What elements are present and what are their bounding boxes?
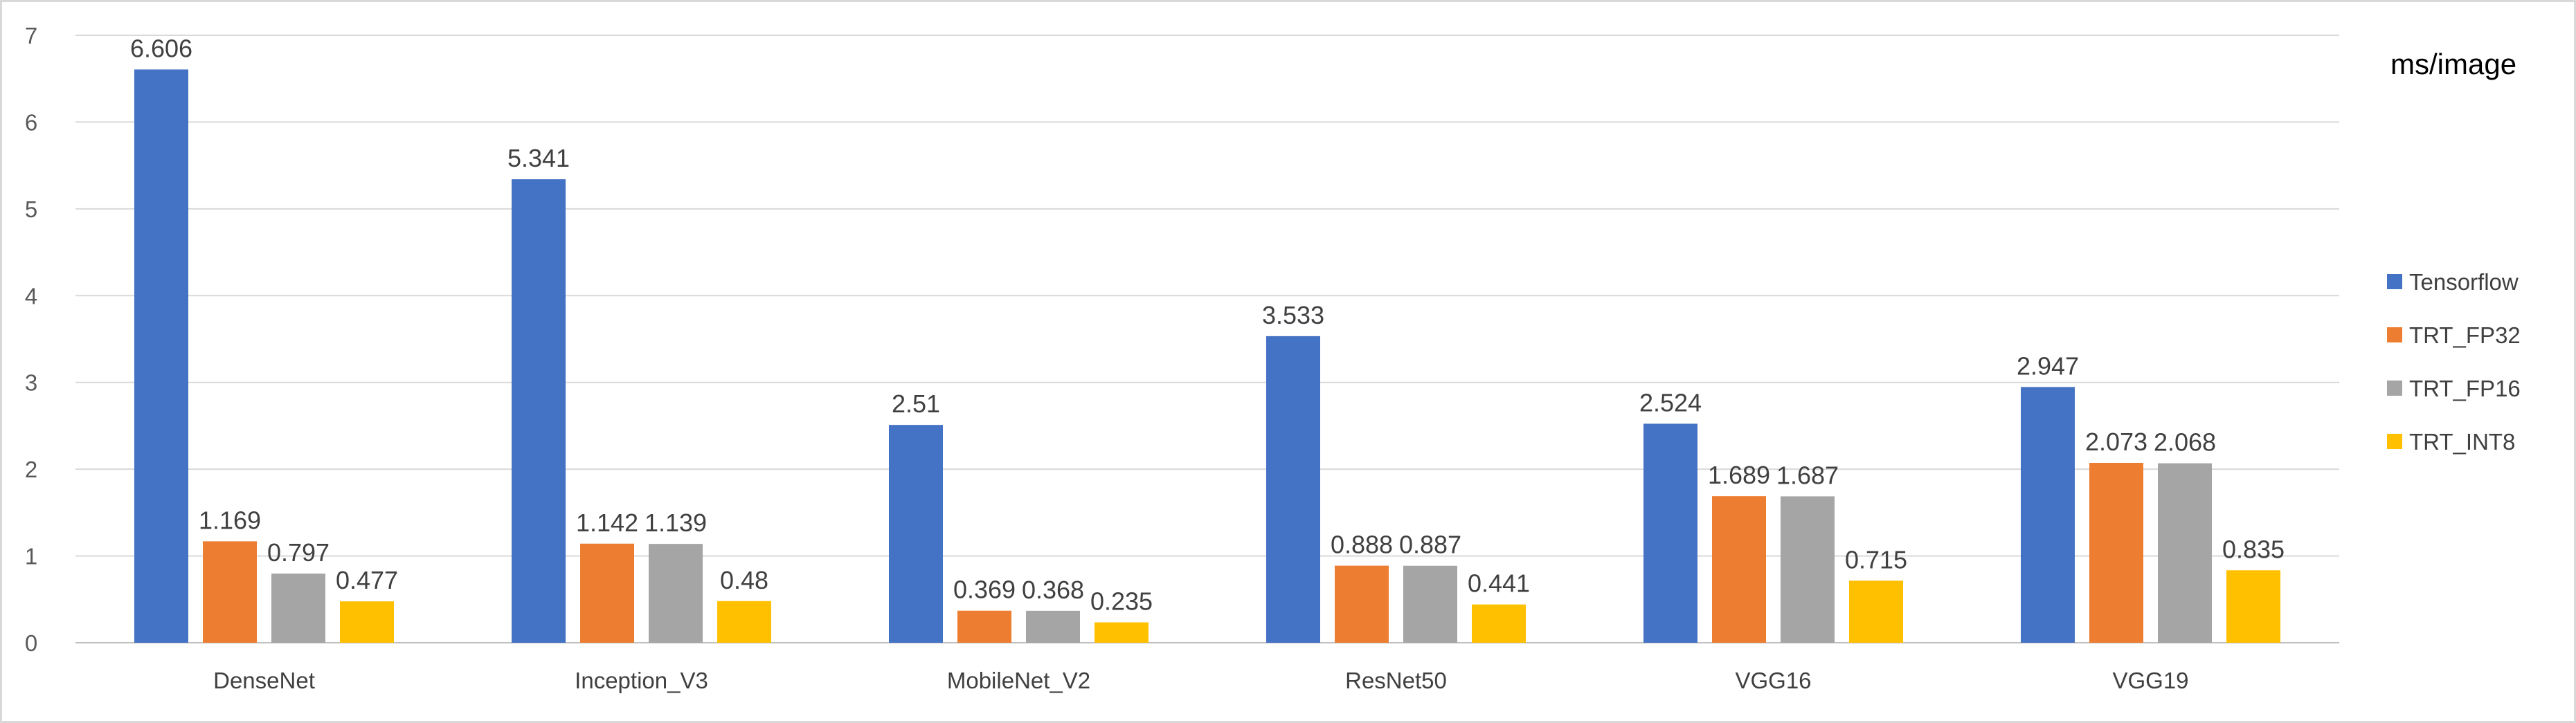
bar-TRT_FP16-VGG19: [2158, 463, 2212, 643]
category-label: Inception_V3: [575, 668, 708, 693]
y-tick-label: 2: [25, 457, 37, 482]
bar-TRT_FP32-Inception_V3: [580, 543, 634, 643]
data-label: 1.689: [1708, 461, 1770, 489]
bar-TRT_FP32-VGG19: [2089, 462, 2143, 643]
data-label: 0.369: [953, 576, 1016, 604]
data-label: 0.715: [1845, 545, 1907, 574]
y-tick-label: 7: [25, 23, 37, 48]
legend: Tensorflow TRT_FP32 TRT_FP16 TRT_INT8: [2387, 269, 2521, 455]
data-label: 0.835: [2222, 535, 2285, 563]
y-tick-label: 6: [25, 109, 37, 135]
y-tick-label: 4: [25, 283, 37, 309]
data-label: 6.606: [130, 34, 192, 62]
category-label: VGG16: [1735, 668, 1811, 693]
category-label: MobileNet_V2: [947, 668, 1090, 693]
data-label: 1.169: [199, 506, 261, 534]
bars: [134, 69, 2280, 643]
bar-TRT_FP32-VGG16: [1712, 496, 1766, 643]
data-label: 0.368: [1022, 576, 1084, 604]
data-label: 0.235: [1090, 587, 1153, 616]
bar-TRT_INT8-VGG16: [1849, 580, 1903, 643]
data-label: 2.068: [2154, 428, 2216, 457]
data-label: 0.477: [336, 566, 398, 594]
data-label: 2.524: [1639, 388, 1702, 417]
y-axis-ticks: 0 1 2 3 4 5 6 7: [25, 23, 37, 656]
y-tick-label: 5: [25, 196, 37, 222]
bar-Tensorflow-ResNet50: [1266, 336, 1320, 643]
y-tick-label: 3: [25, 370, 37, 396]
bar-TRT_INT8-Inception_V3: [717, 601, 771, 643]
data-label: 0.441: [1468, 569, 1530, 598]
bar-TRT_INT8-MobileNet_V2: [1095, 622, 1149, 643]
data-label: 5.341: [507, 144, 570, 172]
data-label: 1.687: [1776, 461, 1839, 489]
legend-swatch: [2387, 434, 2402, 449]
category-label: ResNet50: [1345, 668, 1447, 693]
category-label: DenseNet: [213, 668, 315, 693]
data-label: 2.947: [2017, 351, 2079, 380]
legend-label: TRT_INT8: [2409, 429, 2515, 455]
data-label: 0.797: [267, 538, 330, 567]
bar-Tensorflow-MobileNet_V2: [889, 425, 943, 643]
bar-Tensorflow-Inception_V3: [512, 179, 566, 643]
bar-TRT_INT8-ResNet50: [1472, 604, 1526, 643]
legend-label: Tensorflow: [2409, 269, 2519, 295]
data-label: 0.887: [1399, 531, 1461, 559]
legend-swatch: [2387, 327, 2402, 342]
bar-Tensorflow-VGG16: [1643, 423, 1697, 643]
data-label: 1.139: [645, 509, 707, 537]
x-axis-categories: DenseNet Inception_V3 MobileNet_V2 ResNet50…: [213, 668, 2188, 693]
bar-TRT_FP16-DenseNet: [271, 574, 325, 643]
y-tick-label: 1: [25, 544, 37, 569]
data-label: 2.073: [2085, 428, 2147, 456]
legend-swatch: [2387, 381, 2402, 396]
bar-TRT_FP16-VGG16: [1781, 496, 1835, 643]
legend-label: TRT_FP32: [2409, 322, 2521, 348]
unit-label: ms/image: [2390, 48, 2516, 80]
bar-TRT_INT8-VGG19: [2226, 570, 2280, 643]
bar-TRT_INT8-DenseNet: [340, 601, 394, 643]
bar-TRT_FP32-DenseNet: [203, 541, 257, 643]
data-label: 1.142: [576, 509, 638, 537]
bar-TRT_FP16-MobileNet_V2: [1026, 610, 1080, 643]
category-label: VGG19: [2112, 668, 2188, 693]
bar-Tensorflow-DenseNet: [134, 69, 188, 643]
legend-label: TRT_FP16: [2409, 376, 2521, 401]
data-label: 0.48: [720, 566, 768, 594]
data-label: 2.51: [892, 390, 940, 418]
data-label: 3.533: [1262, 301, 1324, 329]
gridlines: [75, 35, 2339, 643]
data-label: 0.888: [1331, 531, 1393, 559]
bar-TRT_FP32-MobileNet_V2: [957, 610, 1011, 643]
bar-TRT_FP32-ResNet50: [1335, 565, 1389, 643]
y-tick-label: 0: [25, 630, 37, 656]
bar-TRT_FP16-ResNet50: [1403, 565, 1457, 643]
bar-Tensorflow-VGG19: [2021, 387, 2075, 643]
legend-swatch: [2387, 274, 2402, 289]
bar-TRT_FP16-Inception_V3: [649, 544, 703, 643]
